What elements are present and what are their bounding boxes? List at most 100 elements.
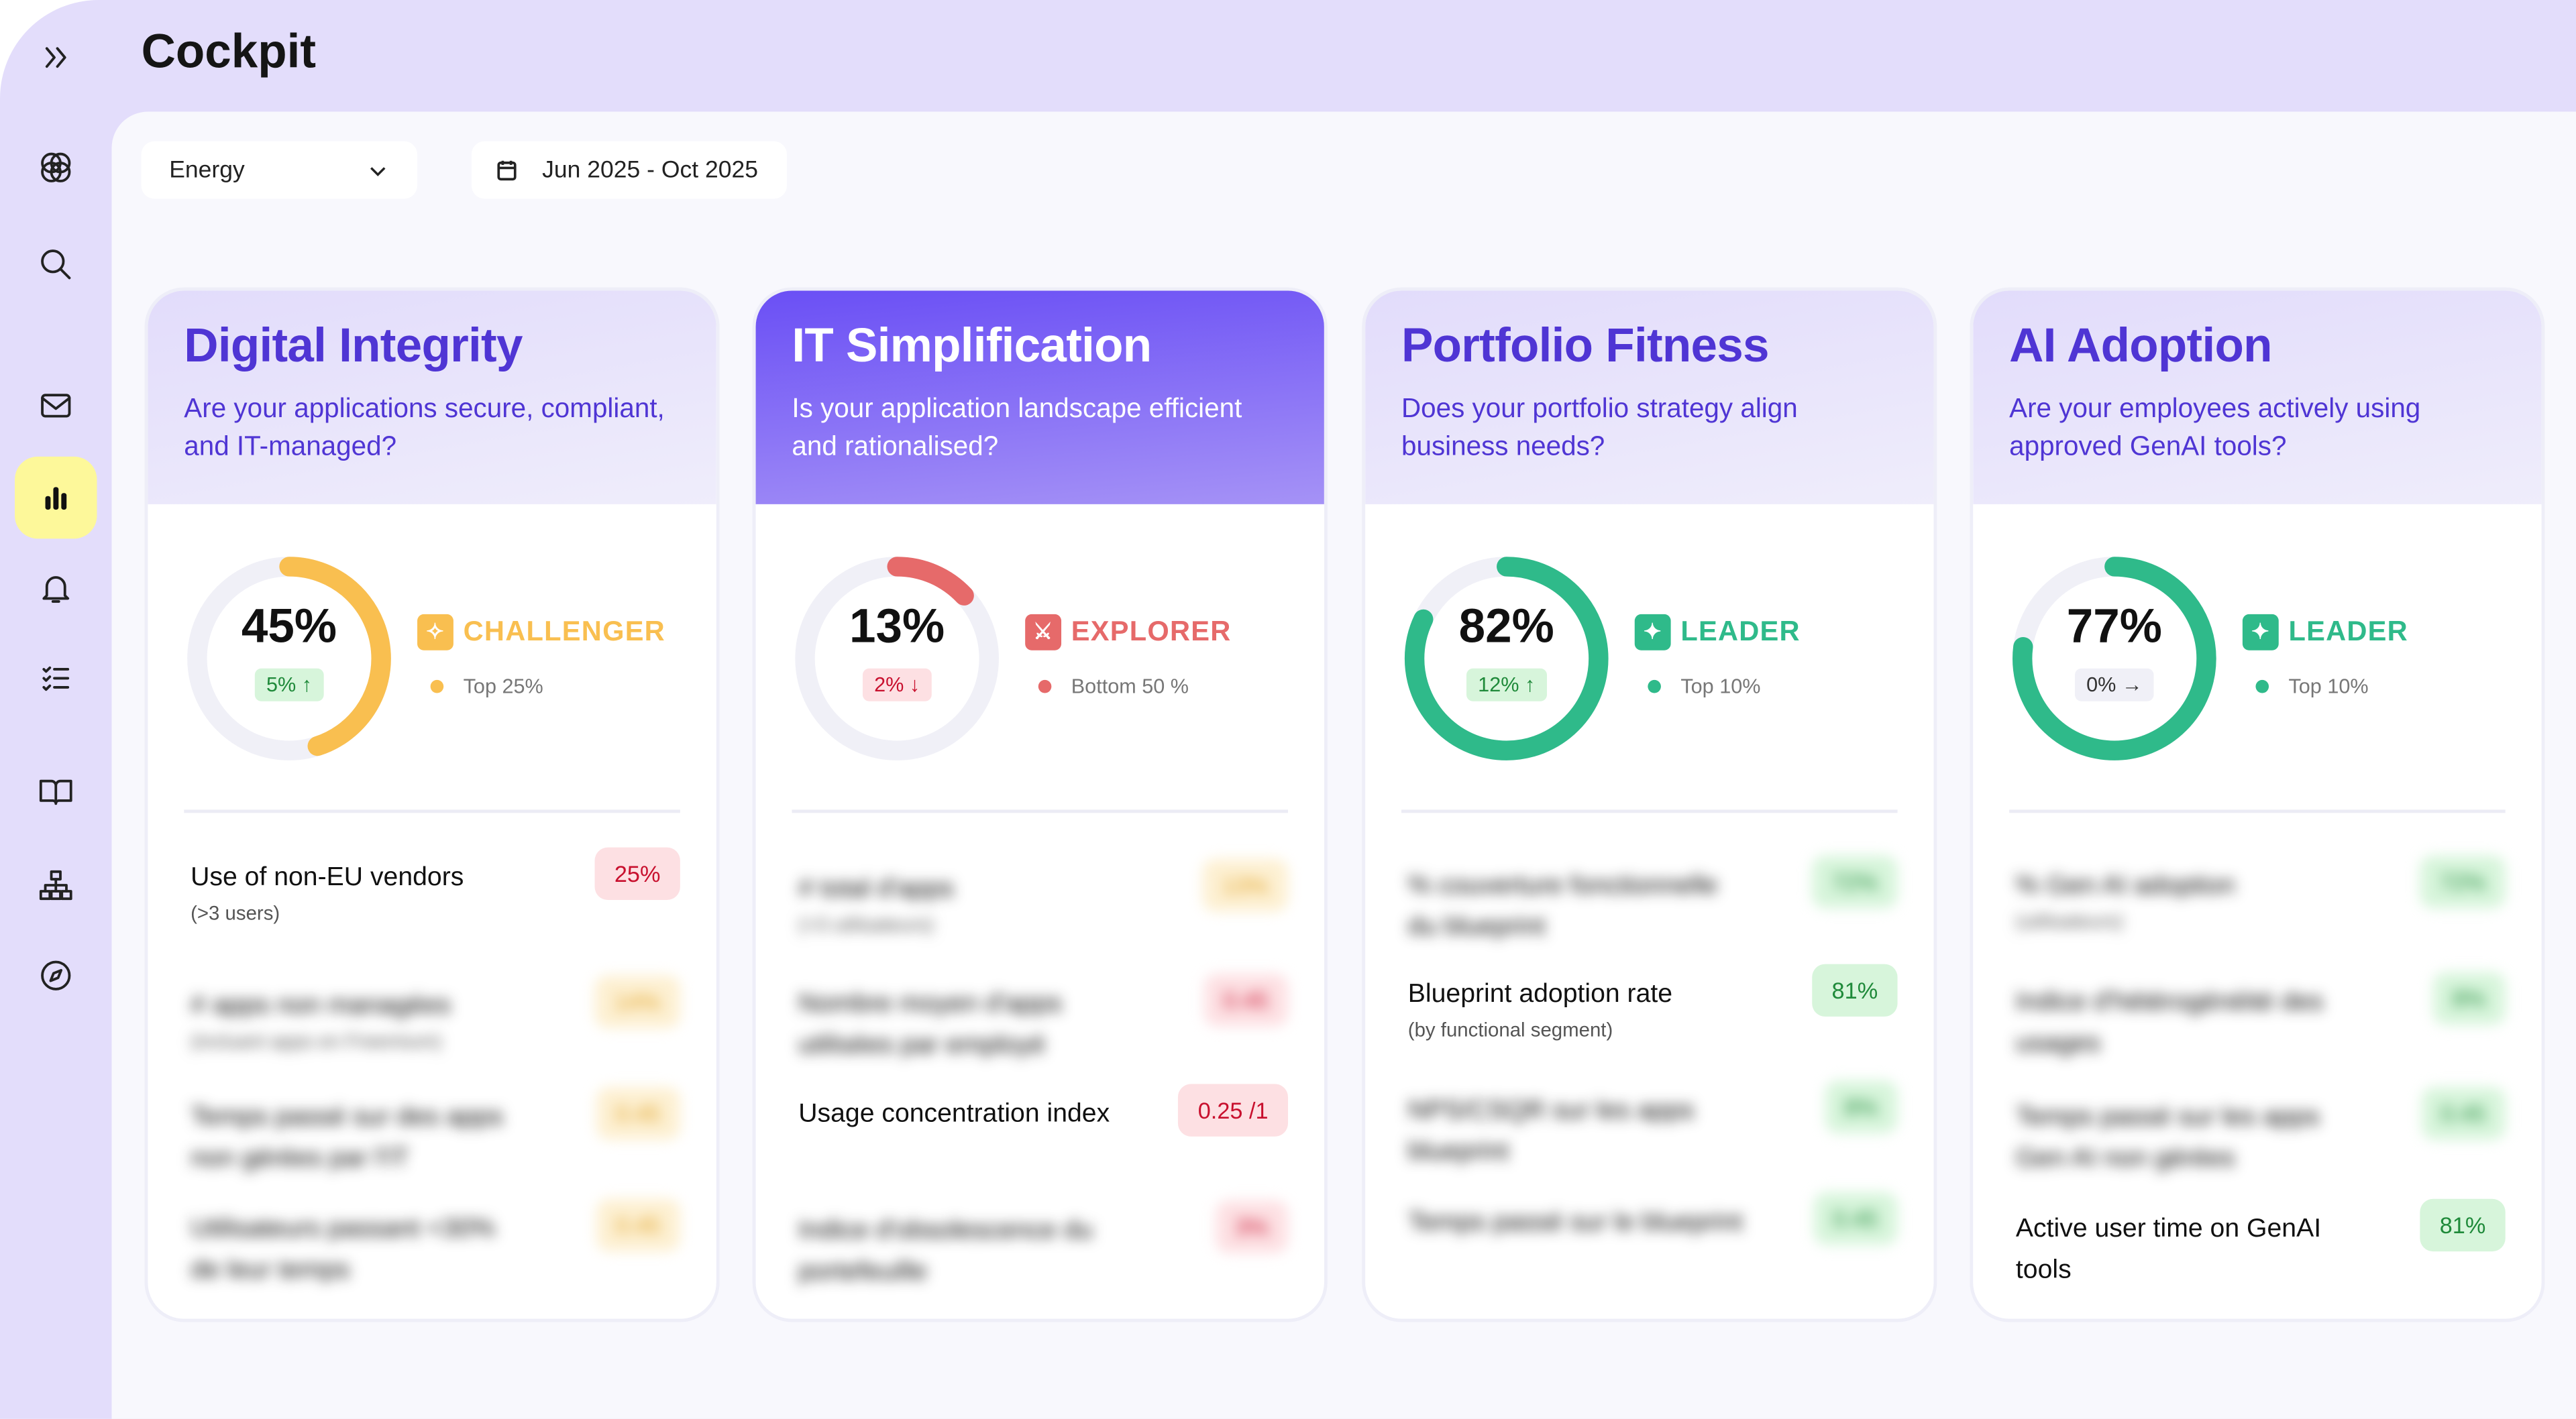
bar-chart-icon[interactable]	[15, 456, 97, 539]
metric-row[interactable]: Temps passé sur les apps Gen AI non géré…	[2015, 1087, 2506, 1179]
chevron-down-icon	[370, 166, 386, 176]
metric-row[interactable]: NPS/CSQR sur les apps blueprint 8%	[1407, 1080, 1898, 1172]
kpi-card-ai-adoption[interactable]: AI Adoption Are your employees actively …	[1970, 287, 2545, 1322]
kpi-card-portfolio-fitness[interactable]: Portfolio Fitness Does your portfolio st…	[1362, 287, 1937, 1322]
challenger-icon: ✧	[417, 614, 453, 650]
metric-label: % couverture fonctionnelle du blueprint	[1407, 872, 1718, 942]
kpi-card-it-simplification[interactable]: IT Simplification Is your application la…	[752, 287, 1328, 1322]
metric-value-badge: 25%	[594, 847, 680, 901]
rank-label: Bottom 50 %	[1038, 675, 1189, 698]
compass-icon[interactable]	[23, 943, 89, 1009]
metric-row[interactable]: Utilisateurs passant <30% de leur temps 0…	[191, 1198, 680, 1290]
score-delta: 12% ↑	[1466, 668, 1547, 701]
metric-value-badge: 72%	[2420, 855, 2506, 909]
metric-value-badge: 0.45	[2421, 1087, 2506, 1140]
score-value: 82%	[1458, 601, 1554, 654]
metric-label: % Gen AI adoption	[2015, 872, 2235, 901]
delta-value: 2%	[874, 673, 904, 697]
mail-icon[interactable]	[23, 373, 89, 439]
metric-label: # apps non managées	[191, 992, 451, 1020]
metric-row[interactable]: Temps passé sur le blueprint 0.45	[1407, 1192, 1898, 1245]
metric-row[interactable]: % Gen AI adoption (utilisateurs) 72%	[2015, 855, 2506, 933]
card-header: Digital Integrity Are your applications …	[148, 290, 716, 504]
metric-sublabel: (>3 users)	[191, 901, 280, 925]
metric-row[interactable]: # total d'apps (>3 utilisateurs) 13%	[798, 858, 1289, 936]
main-content: Energy Jun 2025 - Oct 2025 Digital Integ…	[111, 111, 2576, 1419]
tier-label: ✧ CHALLENGER	[417, 614, 665, 650]
metric-label: Active user time on GenAI tools	[2015, 1215, 2322, 1285]
metric-sublabel: (utilisateurs)	[2015, 909, 2123, 933]
book-icon[interactable]	[23, 758, 89, 824]
kpi-card-digital-integrity[interactable]: Digital Integrity Are your applications …	[144, 287, 720, 1322]
bell-icon[interactable]	[23, 555, 89, 621]
metric-row[interactable]: Active user time on GenAI tools 81%	[2015, 1198, 2506, 1290]
divider	[792, 809, 1289, 813]
leader-icon: ✦	[1634, 614, 1671, 650]
metric-row[interactable]: Use of non-EU vendors (>3 users) 25%	[191, 847, 680, 925]
card-title: Portfolio Fitness	[1401, 320, 1770, 373]
metric-label: # total d'apps	[798, 875, 955, 903]
metric-row[interactable]: Blueprint adoption rate (by functional se…	[1407, 964, 1898, 1041]
card-header: Portfolio Fitness Does your portfolio st…	[1365, 290, 1934, 504]
logo-icon[interactable]	[23, 135, 89, 201]
chevrons-right-icon[interactable]	[23, 25, 89, 91]
metric-row[interactable]: Indice d'obsolescence du portefeuille 3%	[798, 1200, 1289, 1292]
donut-arc	[187, 557, 391, 760]
delta-value: 12%	[1478, 673, 1519, 697]
search-icon[interactable]	[23, 231, 89, 297]
metric-value-badge: 3%	[1215, 1200, 1289, 1253]
metric-label: Indice d'hétérogénéité des usages	[2015, 988, 2324, 1058]
tier-label: ⚔ EXPLORER	[1025, 614, 1231, 650]
metric-value-badge: 72%	[1812, 855, 1898, 909]
metric-label: Utilisateurs passant <30% de leur temps	[191, 1215, 496, 1285]
tier-label: ✦ LEADER	[1634, 614, 1801, 650]
arrow-up-icon: ↑	[1519, 673, 1536, 697]
metric-value-badge: 13%	[1202, 858, 1289, 912]
card-header: IT Simplification Is your application la…	[755, 290, 1324, 504]
metric-label: Temps passé sur le blueprint	[1407, 1208, 1743, 1237]
metric-row[interactable]: Usage concentration index 0.25 /1	[798, 1084, 1289, 1137]
metric-label: NPS/CSQR sur les apps blueprint	[1407, 1096, 1695, 1166]
arrow-down-icon: ↓	[904, 673, 920, 697]
score-donut: 13% 2% ↓	[792, 553, 1002, 763]
metric-label: Use of non-EU vendors	[191, 864, 464, 892]
metric-row[interactable]: % couverture fonctionnelle du blueprint 7…	[1407, 855, 1898, 948]
sitemap-icon[interactable]	[23, 852, 89, 918]
divider	[184, 809, 680, 813]
score-value: 13%	[849, 601, 945, 654]
metric-value-badge: 0.45	[1813, 1192, 1898, 1245]
date-range-value: Jun 2025 - Oct 2025	[542, 156, 758, 184]
metric-label: Temps passé sur les apps Gen AI non géré…	[2015, 1103, 2320, 1173]
rank-label: Top 10%	[1648, 675, 1760, 698]
metric-label: Blueprint adoption rate	[1407, 980, 1673, 1009]
date-range-picker[interactable]: Jun 2025 - Oct 2025	[471, 141, 788, 199]
metric-label: Temps passé sur des apps non gérées par …	[191, 1103, 504, 1173]
metric-row[interactable]: Temps passé sur des apps non gérées par …	[191, 1087, 680, 1179]
metric-value-badge: 8%	[1825, 1080, 1898, 1133]
score-delta: 0% →	[2075, 668, 2154, 701]
metric-value-badge: 0.25 /1	[1178, 1084, 1289, 1137]
metric-row[interactable]: Indice d'hétérogénéité des usages 8%	[2015, 972, 2506, 1064]
divider	[1401, 809, 1898, 813]
arrow-flat-icon: →	[2116, 673, 2143, 697]
metric-row[interactable]: # apps non managées (incluant apps en Fre…	[191, 975, 680, 1053]
rank-label: Top 25%	[430, 675, 543, 698]
rank-dot	[430, 679, 444, 693]
checklist-icon[interactable]	[23, 645, 89, 711]
metric-value-badge: 0.45	[596, 1198, 680, 1252]
metric-value-badge: 8%	[2432, 972, 2506, 1025]
delta-value: 0%	[2086, 673, 2116, 697]
metric-label: Nombre moyen d'apps utilisées par employ…	[798, 990, 1063, 1060]
metric-value-badge: 0.45	[596, 1087, 680, 1140]
metric-row[interactable]: Nombre moyen d'apps utilisées par employ…	[798, 974, 1289, 1066]
score-delta: 2% ↓	[862, 668, 932, 701]
rank-dot	[1648, 679, 1661, 693]
donut-arc	[795, 557, 999, 760]
card-title: IT Simplification	[792, 320, 1152, 373]
card-subtitle: Are your employees actively using approv…	[2009, 394, 2421, 462]
metric-value-badge: 81%	[1812, 964, 1898, 1017]
donut-arc	[2012, 557, 2216, 760]
industry-select[interactable]: Energy	[141, 141, 418, 199]
rank-dot	[1038, 679, 1052, 693]
